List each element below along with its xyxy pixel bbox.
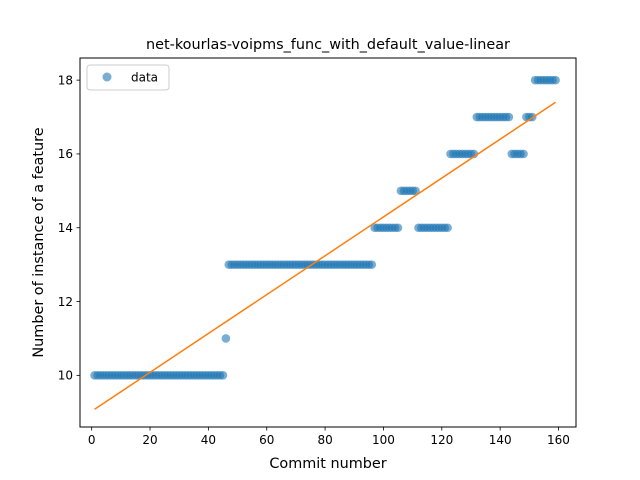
y-axis: 10 12 14 16 18: [58, 73, 80, 383]
data-point: [221, 334, 231, 343]
x-tick-label: 140: [489, 433, 512, 447]
data-point: [393, 223, 403, 233]
y-tick-label: 14: [58, 221, 73, 235]
legend-label-data: data: [131, 71, 158, 85]
legend-box: [86, 64, 170, 91]
x-tick-label: 120: [430, 433, 453, 447]
x-axis-label: Commit number: [269, 456, 386, 472]
data-point: [443, 223, 452, 233]
data-point: [411, 186, 420, 196]
legend-marker-data: [102, 72, 112, 82]
data-point: [504, 112, 514, 122]
x-tick-label: 100: [372, 433, 395, 447]
x-tick-label: 20: [142, 433, 157, 447]
fit-line: [94, 101, 556, 410]
plot-area: [90, 75, 560, 410]
data-point: [218, 371, 228, 380]
x-tick-label: 160: [547, 433, 570, 447]
data-point: [519, 149, 528, 159]
legend: data: [86, 64, 170, 91]
y-tick-label: 16: [58, 147, 73, 161]
y-axis-label: Number of instance of a feature: [31, 127, 47, 357]
data-point: [367, 260, 377, 269]
x-axis: 0 20 40 60 80 100 120 140 160: [88, 427, 570, 447]
axes-frame: [79, 57, 577, 428]
y-tick-label: 18: [58, 73, 73, 87]
x-tick-label: 0: [88, 433, 96, 447]
y-tick-label: 12: [58, 295, 73, 309]
x-tick-label: 80: [317, 433, 332, 447]
y-tick-label: 10: [58, 369, 73, 383]
x-tick-label: 60: [259, 433, 274, 447]
data-point: [551, 75, 560, 85]
chart-title: net-kourlas-voipms_func_with_default_val…: [146, 37, 510, 53]
x-tick-label: 40: [201, 433, 216, 447]
